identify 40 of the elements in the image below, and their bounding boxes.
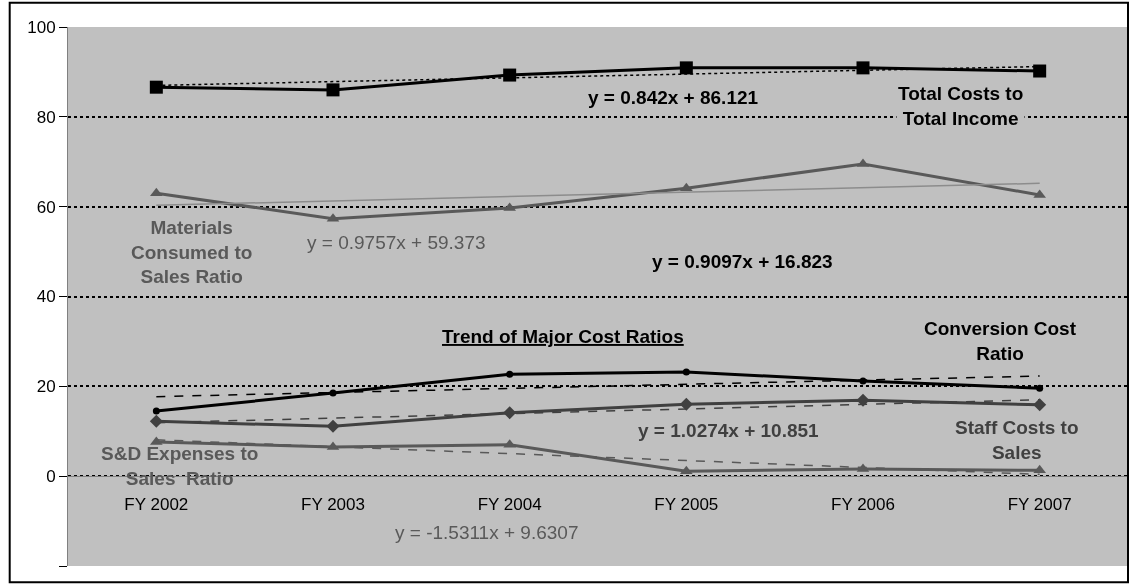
point xyxy=(679,397,693,411)
x-tick-label: FY 2005 xyxy=(654,494,719,514)
y-tick-label: 80 xyxy=(36,107,56,127)
x-tick-label: FY 2002 xyxy=(124,494,189,514)
point xyxy=(856,61,870,75)
y-tick-label: 40 xyxy=(36,287,56,307)
series-label: Materials Consumed to Sales Ratio xyxy=(131,217,253,288)
point xyxy=(1033,398,1047,412)
annotation: y = 0.842x + 86.121 xyxy=(588,87,759,108)
series-label: Conversion Cost Ratio xyxy=(924,318,1077,364)
point xyxy=(503,68,517,82)
point xyxy=(149,80,163,94)
point xyxy=(682,368,690,376)
series-label: Total Costs to Total Income xyxy=(898,83,1024,129)
y-tick-label: 100 xyxy=(27,17,56,37)
point xyxy=(329,389,337,397)
y-tick-label: 20 xyxy=(36,377,56,397)
point xyxy=(149,414,163,428)
point xyxy=(679,61,693,75)
annotation: y = 0.9757x + 59.373 xyxy=(307,232,486,253)
point xyxy=(1033,64,1047,78)
text: Trend of Major Cost Ratios xyxy=(442,326,684,347)
y-tick-label: 60 xyxy=(36,197,56,217)
annotation: y = -1.5311x + 9.6307 xyxy=(395,522,579,543)
point xyxy=(326,83,340,97)
y-tick-label: 0 xyxy=(46,467,56,487)
point xyxy=(326,419,340,433)
point xyxy=(503,406,517,420)
point xyxy=(506,370,514,378)
annotation: y = 0.9097x + 16.823 xyxy=(652,251,833,272)
x-tick-label: FY 2007 xyxy=(1007,494,1072,514)
point xyxy=(152,407,160,415)
x-tick-label: FY 2006 xyxy=(831,494,895,514)
point xyxy=(1036,384,1044,392)
point xyxy=(856,393,870,407)
series-label: Staff Costs to Sales xyxy=(955,417,1079,463)
point xyxy=(1033,464,1047,474)
annotation: y = 1.0274x + 10.851 xyxy=(638,420,820,441)
x-tick-label: FY 2003 xyxy=(301,494,365,514)
x-tick-label: FY 2004 xyxy=(477,494,542,514)
